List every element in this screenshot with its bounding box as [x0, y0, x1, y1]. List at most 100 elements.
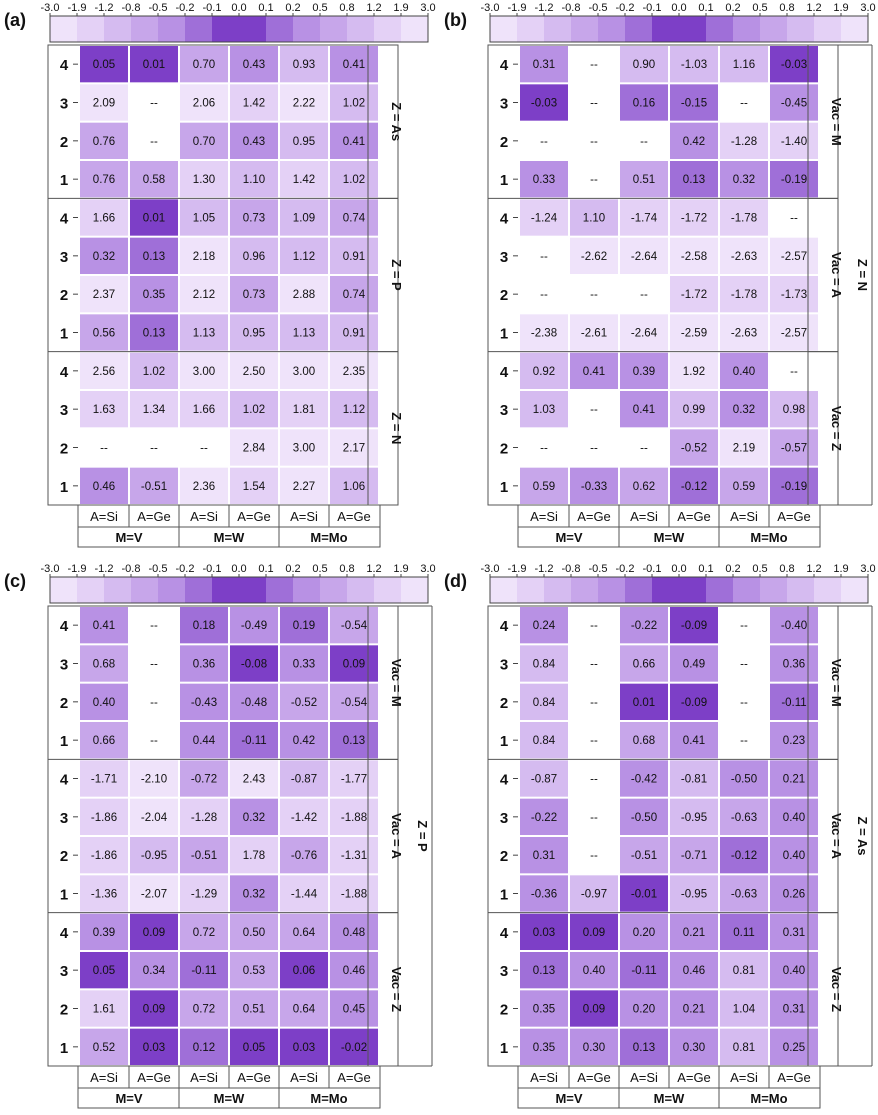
- x-label-a: A=Ge: [577, 509, 611, 524]
- colorbar-segment: [625, 16, 653, 42]
- cell-value: 0.30: [683, 1042, 705, 1054]
- heatmap-cell: [280, 798, 328, 835]
- heatmap-cell: [520, 84, 568, 121]
- heatmap-cell: [570, 1028, 618, 1065]
- colorbar-tick-label: -1.2: [95, 2, 114, 14]
- cell-value: 2.56: [93, 366, 115, 378]
- heatmap-cell: [520, 722, 568, 759]
- heatmap-cell: [620, 645, 668, 682]
- colorbar-tick-label: 0.2: [285, 2, 300, 14]
- cell-value: -1.77: [341, 774, 367, 786]
- cell-value: 0.91: [343, 328, 365, 340]
- cell-value: 0.91: [343, 251, 365, 263]
- heatmap-cell: [130, 429, 178, 466]
- cell-value: 0.20: [633, 1004, 655, 1016]
- cell-value: --: [590, 174, 598, 186]
- cell-value: 0.64: [293, 1004, 316, 1016]
- x-label-a: A=Si: [630, 1070, 658, 1085]
- row-label: 2: [60, 287, 68, 304]
- heatmap-cell: [230, 760, 278, 797]
- colorbar-segment: [374, 577, 402, 603]
- cell-value: 0.45: [343, 1004, 365, 1016]
- heatmap-cell: [230, 875, 278, 912]
- cell-value: 0.41: [343, 59, 365, 71]
- heatmap-cell: [280, 645, 328, 682]
- cell-value: 0.96: [243, 251, 265, 263]
- cell-value: 1.02: [343, 98, 365, 110]
- heatmap-cell: [80, 722, 128, 759]
- cell-value: --: [590, 404, 598, 416]
- group-label: Vac = Z: [389, 967, 404, 1012]
- heatmap-cell: [570, 314, 618, 351]
- x-label-a: A=Si: [530, 1070, 558, 1085]
- cell-value: 0.31: [783, 927, 805, 939]
- x-label-m: M=V: [115, 1091, 142, 1106]
- colorbar-tick-label: -0.1: [203, 563, 222, 575]
- heatmap-cell: [670, 722, 718, 759]
- colorbar-segment: [517, 16, 545, 42]
- colorbar-tick-label: -0.1: [643, 563, 662, 575]
- cell-value: 0.13: [143, 328, 165, 340]
- heatmap-cell: [720, 952, 768, 989]
- heatmap-cell: [330, 645, 378, 682]
- row-label: 3: [500, 810, 508, 827]
- heatmap-cell: [130, 352, 178, 389]
- cell-value: 0.46: [93, 481, 115, 493]
- cell-value: -1.29: [191, 889, 217, 901]
- heatmap-cell: [520, 46, 568, 83]
- heatmap-cell: [620, 760, 668, 797]
- row-label: 1: [60, 326, 68, 343]
- cell-value: -0.63: [731, 889, 757, 901]
- cell-value: 0.13: [683, 174, 705, 186]
- cell-value: 0.13: [343, 735, 365, 747]
- cell-value: -0.49: [241, 620, 267, 632]
- cell-value: --: [150, 443, 158, 455]
- heatmap-cell: [570, 645, 618, 682]
- cell-value: -0.63: [731, 812, 757, 824]
- row-label: 4: [500, 925, 509, 942]
- heatmap-cell: [520, 429, 568, 466]
- colorbar-tick-label: 1.9: [393, 563, 408, 575]
- group-label: Vac = A: [389, 813, 404, 860]
- cell-value: 1.12: [343, 404, 365, 416]
- cell-value: 1.12: [293, 251, 315, 263]
- heatmap-cell: [80, 837, 128, 874]
- heatmap-cell: [130, 1028, 178, 1065]
- x-label-m: M=V: [555, 1091, 582, 1106]
- heatmap-cell: [130, 683, 178, 720]
- cell-value: --: [590, 697, 598, 709]
- heatmap-cell: [720, 429, 768, 466]
- heatmap-cell: [330, 467, 378, 504]
- cell-value: --: [740, 620, 748, 632]
- heatmap-cell: [230, 798, 278, 835]
- heatmap-cell: [520, 683, 568, 720]
- cell-value: 0.16: [633, 98, 655, 110]
- colorbar-tick-label: -0.2: [176, 2, 195, 14]
- heatmap-panel: (c) -3.0 -1.9 -1.2 -0.8 -0.5 -0.2 -0.1 0.0 0.1 0.2…: [4, 563, 436, 1109]
- cell-value: -2.04: [141, 812, 168, 824]
- outer-label: Z = As: [855, 817, 870, 856]
- heatmap-cell: [520, 952, 568, 989]
- cell-value: 2.88: [293, 289, 315, 301]
- cell-value: 2.43: [243, 774, 265, 786]
- heatmap-cell: [620, 429, 668, 466]
- cell-value: 0.41: [343, 136, 365, 148]
- colorbar-segment: [787, 577, 815, 603]
- heatmap-cell: [180, 84, 228, 121]
- group-label: Vac = M: [829, 98, 844, 146]
- heatmap-cell: [180, 199, 228, 236]
- heatmap-cell: [770, 722, 818, 759]
- cell-value: 0.40: [733, 366, 755, 378]
- heatmap-cell: [520, 875, 568, 912]
- colorbar-tick-label: 1.9: [833, 2, 848, 14]
- heatmap-cell: [80, 1028, 128, 1065]
- heatmap-cell: [130, 276, 178, 313]
- heatmap-cell: [80, 952, 128, 989]
- cell-value: --: [740, 735, 748, 747]
- row-label: 3: [500, 402, 508, 419]
- cell-value: -2.63: [731, 328, 757, 340]
- row-label: 2: [60, 1002, 68, 1019]
- row-label: 4: [500, 211, 509, 228]
- cell-value: 0.74: [343, 289, 366, 301]
- cell-value: 0.76: [93, 174, 115, 186]
